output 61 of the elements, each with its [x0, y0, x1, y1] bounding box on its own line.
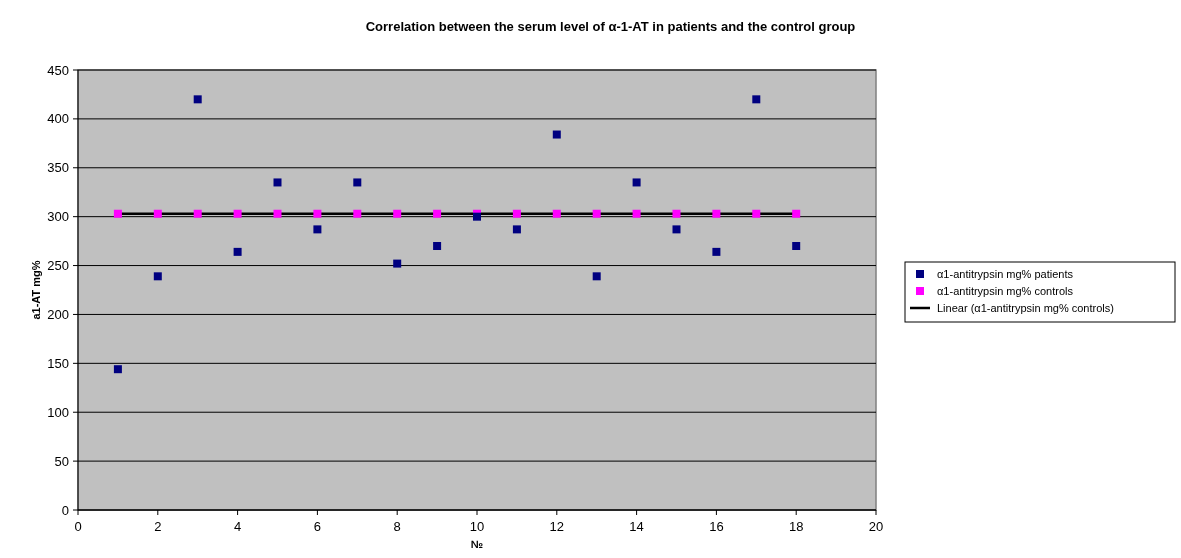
legend-label: α1-antitrypsin mg% controls [937, 284, 1074, 297]
x-tick-label: 10 [469, 519, 485, 534]
point [313, 209, 322, 218]
legend-label: α1-antitrypsin mg% patients [937, 267, 1074, 280]
x-tick-label: 16 [709, 519, 724, 534]
x-tick-label: 2 [154, 519, 162, 534]
y-axis-title: a1-AT mg% [30, 260, 42, 320]
y-tick-label: 400 [47, 111, 69, 127]
point [193, 209, 202, 218]
chart-title: Correlation between the serum level of α-1-AT in patients and the control group [365, 19, 856, 34]
point [353, 209, 362, 218]
y-tick-label: 450 [47, 62, 69, 78]
point [233, 247, 242, 256]
point [433, 209, 442, 218]
point [672, 225, 681, 234]
y-tick-label: 50 [54, 453, 69, 469]
x-tick-label: 18 [788, 519, 804, 534]
y-tick-label: 200 [47, 306, 69, 322]
y-tick-label: 100 [47, 404, 69, 420]
point [592, 209, 601, 218]
point [632, 209, 641, 218]
point [712, 209, 721, 218]
point [752, 95, 761, 104]
legend-label: Linear (α1-antitrypsin mg% controls) [937, 301, 1114, 314]
point [393, 259, 402, 268]
x-tick-label: 6 [313, 519, 322, 534]
y-tick-label: 0 [61, 502, 69, 518]
y-tick-label: 300 [47, 209, 69, 225]
point [273, 178, 282, 187]
point [752, 209, 761, 218]
point [672, 209, 681, 218]
point [113, 365, 122, 374]
point [512, 225, 521, 234]
x-tick-label: 0 [74, 519, 82, 534]
x-tick-label: 4 [233, 519, 242, 534]
point [153, 209, 162, 218]
point [592, 272, 601, 281]
point [792, 209, 801, 218]
x-tick-label: 14 [629, 519, 644, 534]
x-tick-label: 8 [393, 519, 401, 534]
x-tick-label: 20 [868, 519, 884, 534]
point [712, 247, 721, 256]
point [193, 95, 202, 104]
point [552, 209, 561, 218]
point [433, 242, 442, 250]
point [273, 209, 282, 218]
y-tick-label: 150 [47, 355, 69, 371]
point [393, 209, 402, 218]
point [552, 130, 561, 139]
point [632, 178, 641, 187]
point [113, 209, 122, 218]
point [153, 272, 162, 281]
x-tick-label: 12 [549, 519, 565, 534]
point [792, 242, 801, 250]
point [313, 225, 322, 234]
y-tick-label: 250 [47, 258, 69, 274]
point [353, 178, 362, 187]
point [512, 209, 521, 218]
point [233, 209, 242, 218]
y-tick-label: 350 [47, 160, 69, 176]
x-axis-title: № [470, 538, 484, 550]
